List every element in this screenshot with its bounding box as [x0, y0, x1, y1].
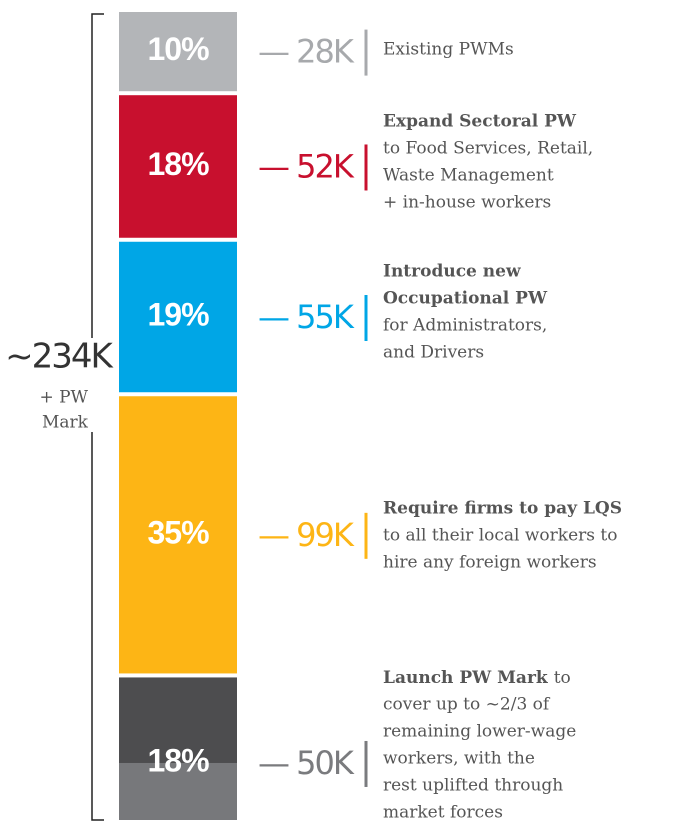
heading: Occupational PW: [383, 289, 548, 309]
description: + in-house workers: [383, 193, 551, 213]
description: hire any foreign workers: [383, 553, 597, 573]
heading: Introduce new: [383, 262, 521, 282]
description: to all their local workers to: [383, 526, 617, 546]
segment: [119, 12, 237, 92]
bracket-top: [91, 13, 104, 338]
total-label: ~234K: [5, 337, 114, 377]
description: for Administrators,: [383, 316, 547, 336]
segment: [119, 241, 237, 393]
description: Existing PWMs: [383, 40, 514, 60]
count-text: 28K: [296, 33, 355, 71]
count-text: 52K: [296, 147, 355, 185]
percent-label: 18%: [147, 742, 209, 778]
description: market forces: [383, 803, 503, 823]
dash: —: [258, 744, 296, 782]
percent-label: 35%: [147, 514, 209, 550]
segment-lower: [119, 762, 237, 820]
count-text: 99K: [296, 516, 355, 554]
count-label: — 52K: [258, 147, 355, 185]
description: cover up to ~2/3 of: [383, 695, 551, 715]
description: workers, with the: [383, 749, 535, 769]
dash: —: [258, 147, 296, 185]
percent-label: 10%: [147, 31, 209, 67]
segment: [119, 95, 237, 238]
percent-label: 18%: [147, 146, 209, 182]
description: rest uplifted through: [383, 776, 563, 796]
count-label: — 99K: [258, 516, 355, 554]
heading-text: Launch PW Mark: [383, 668, 549, 688]
count-text: 55K: [296, 298, 355, 336]
description: remaining lower-wage: [383, 722, 576, 742]
count-label: — 28K: [258, 33, 355, 71]
heading: Expand Sectoral PW: [383, 112, 577, 132]
count-label: — 55K: [258, 298, 355, 336]
description: Waste Management: [383, 166, 554, 186]
total-note: + PW: [39, 388, 88, 408]
total-note: Mark: [42, 413, 89, 433]
heading: Launch PW Mark to: [383, 668, 571, 688]
dash: —: [258, 298, 296, 336]
heading: Require firms to pay LQS: [383, 499, 622, 519]
description: and Drivers: [383, 343, 484, 363]
dash: —: [258, 516, 296, 554]
count-label: — 50K: [258, 744, 355, 782]
bracket: [91, 13, 104, 821]
percent-label: 19%: [147, 296, 209, 332]
text: to: [554, 668, 571, 688]
count-text: 50K: [296, 744, 355, 782]
bracket-bottom: [91, 432, 104, 821]
dash: —: [258, 33, 296, 71]
segment: [119, 396, 237, 674]
description: to Food Services, Retail,: [383, 139, 593, 159]
